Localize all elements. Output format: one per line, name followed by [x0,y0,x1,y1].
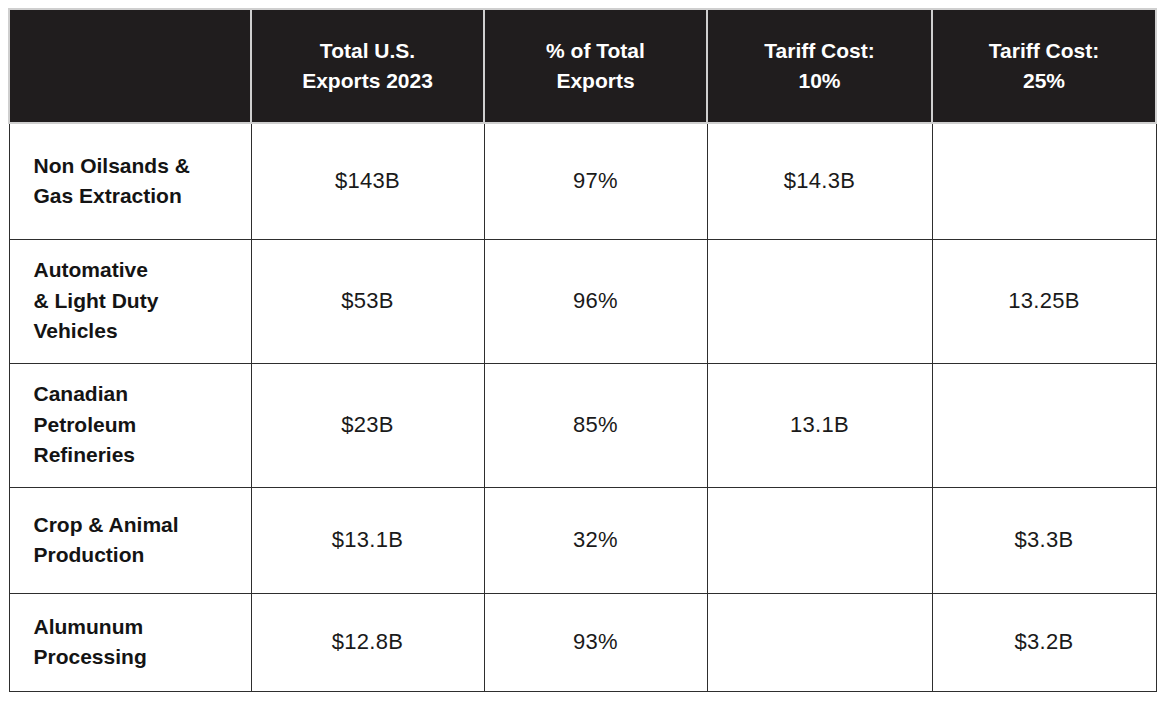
cell-tariff-10 [707,593,932,691]
cell-tariff-10 [707,239,932,363]
cell-total-exports: $143B [251,123,484,239]
cell-pct-exports: 85% [484,363,707,487]
tariff-table-container: Total U.S. Exports 2023 % of Total Expor… [8,8,1155,690]
cell-tariff-25: $3.3B [932,487,1156,593]
row-label: Canadian Petroleum Refineries [9,363,251,487]
row-label: Non Oilsands & Gas Extraction [9,123,251,239]
table-row: Crop & Animal Production $13.1B 32% $3.3… [9,487,1156,593]
row-label: Crop & Animal Production [9,487,251,593]
cell-tariff-25 [932,123,1156,239]
cell-total-exports: $13.1B [251,487,484,593]
header-cell-tariff-10: Tariff Cost: 10% [707,9,932,123]
cell-pct-exports: 32% [484,487,707,593]
header-cell-tariff-25: Tariff Cost: 25% [932,9,1156,123]
table-row: Alumunum Processing $12.8B 93% $3.2B [9,593,1156,691]
header-cell-total-exports: Total U.S. Exports 2023 [251,9,484,123]
table-row: Non Oilsands & Gas Extraction $143B 97% … [9,123,1156,239]
table-header-row: Total U.S. Exports 2023 % of Total Expor… [9,9,1156,123]
row-label: Automative & Light Duty Vehicles [9,239,251,363]
cell-total-exports: $23B [251,363,484,487]
cell-pct-exports: 93% [484,593,707,691]
cell-total-exports: $12.8B [251,593,484,691]
cell-tariff-25 [932,363,1156,487]
table-row: Canadian Petroleum Refineries $23B 85% 1… [9,363,1156,487]
cell-tariff-10 [707,487,932,593]
tariff-table: Total U.S. Exports 2023 % of Total Expor… [8,8,1157,692]
cell-tariff-10: $14.3B [707,123,932,239]
cell-pct-exports: 97% [484,123,707,239]
cell-tariff-25: $3.2B [932,593,1156,691]
row-label: Alumunum Processing [9,593,251,691]
cell-pct-exports: 96% [484,239,707,363]
header-cell-blank [9,9,251,123]
header-cell-pct-exports: % of Total Exports [484,9,707,123]
cell-tariff-10: 13.1B [707,363,932,487]
cell-tariff-25: 13.25B [932,239,1156,363]
table-row: Automative & Light Duty Vehicles $53B 96… [9,239,1156,363]
cell-total-exports: $53B [251,239,484,363]
